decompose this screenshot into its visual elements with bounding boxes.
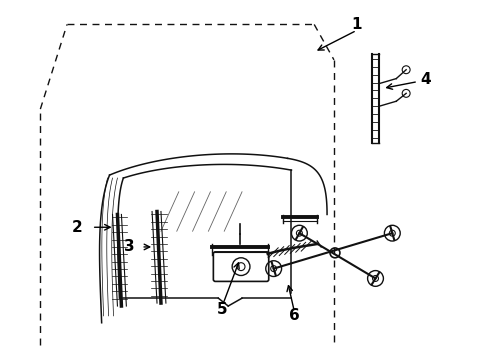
Text: 2: 2 bbox=[72, 220, 82, 235]
Text: 5: 5 bbox=[217, 302, 227, 318]
Text: 4: 4 bbox=[420, 72, 431, 87]
Text: 3: 3 bbox=[124, 239, 135, 255]
Text: 1: 1 bbox=[351, 17, 362, 32]
Text: 6: 6 bbox=[289, 309, 300, 323]
